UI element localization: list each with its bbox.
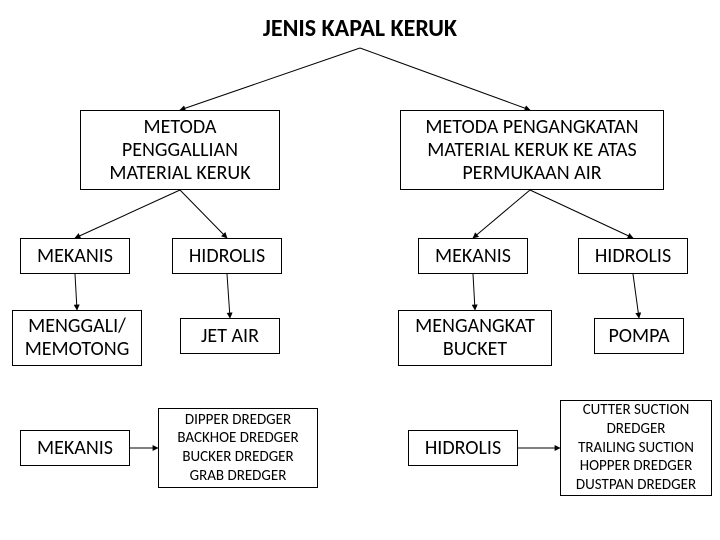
node-mekanis-left: MEKANIS [20, 238, 130, 274]
diagram-title: JENIS KAPAL KERUK [0, 14, 720, 43]
node-pompa: POMPA [594, 318, 684, 354]
node-hidrolis-left: HIDROLIS [172, 238, 282, 274]
node-metoda-pengangkatan: METODA PENGANGKATAN MATERIAL KERUK KE AT… [400, 110, 664, 190]
node-jet-air: JET AIR [180, 318, 280, 354]
node-hidrolis-bottom: HIDROLIS [408, 430, 518, 466]
node-mengangkat-bucket: MENGANGKAT BUCKET [398, 310, 552, 366]
node-dredger-list-left: DIPPER DREDGER BACKHOE DREDGER BUCKER DR… [158, 408, 318, 488]
node-dredger-list-right: CUTTER SUCTION DREDGER TRAILING SUCTION … [560, 400, 712, 496]
node-mekanis-bottom: MEKANIS [20, 430, 130, 466]
node-metoda-penggallian: METODA PENGGALLIAN MATERIAL KERUK [80, 110, 280, 190]
node-hidrolis-right: HIDROLIS [578, 238, 688, 274]
node-mekanis-right: MEKANIS [418, 238, 528, 274]
node-menggali-memotong: MENGGALI/ MEMOTONG [12, 310, 142, 366]
